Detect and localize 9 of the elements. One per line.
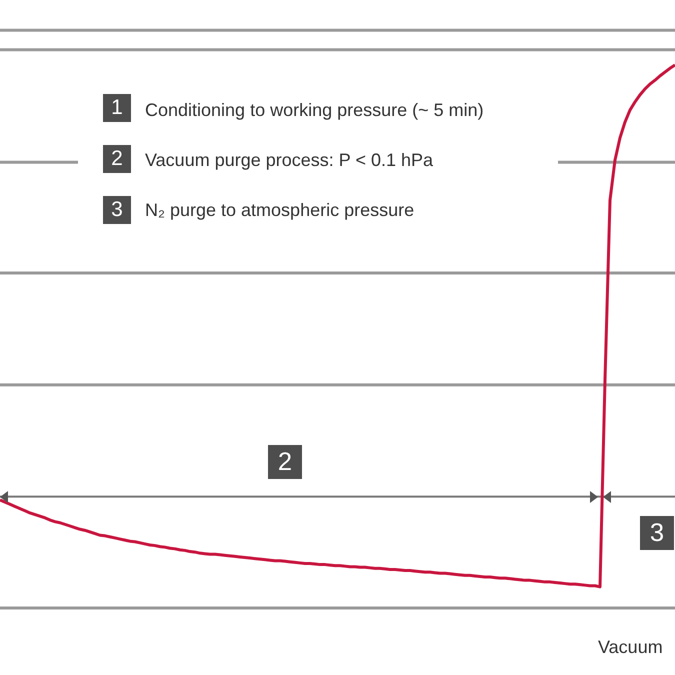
annotation: 1 — [103, 94, 131, 122]
annotation: 3 — [103, 196, 131, 224]
annotation: 3 — [640, 516, 674, 550]
annotation: N₂ purge to atmospheric pressure — [145, 200, 414, 221]
annotation: Vacuum purge process: P < 0.1 hPa — [145, 150, 434, 171]
annotation: Conditioning to working pressure (~ 5 min) — [145, 100, 484, 121]
text: Vacuum — [598, 637, 663, 658]
annotation: 2 — [268, 445, 302, 479]
annotation: 2 — [103, 145, 131, 173]
